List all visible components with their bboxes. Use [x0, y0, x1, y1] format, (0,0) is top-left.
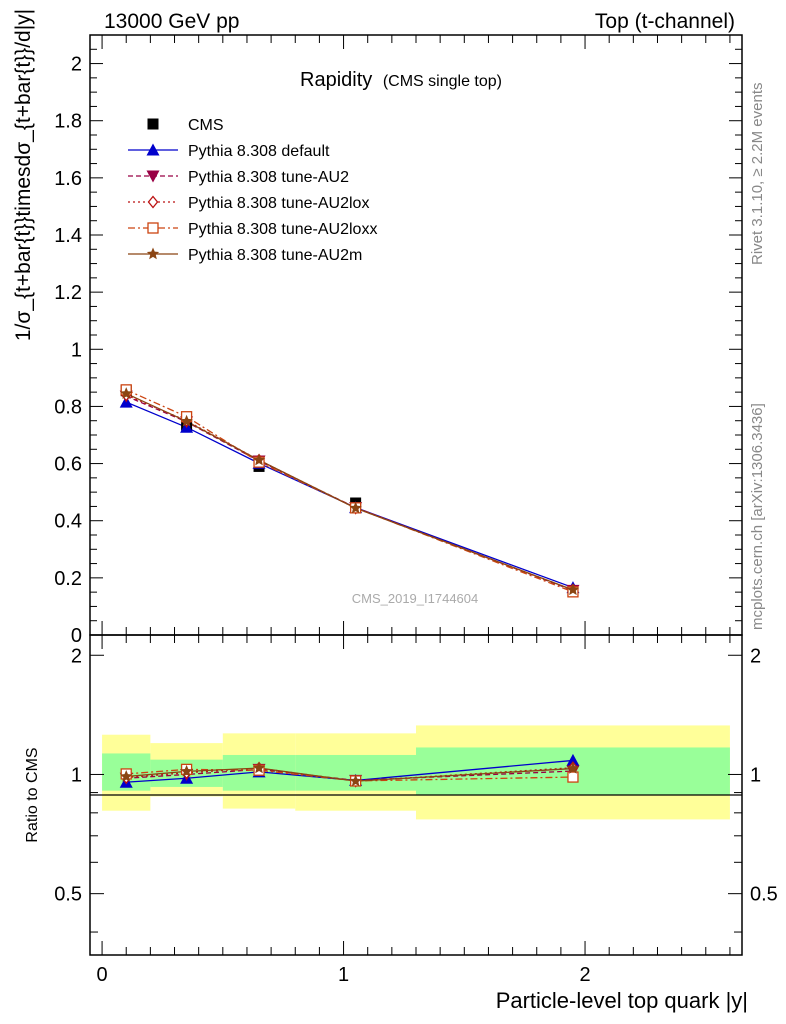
series-line [125, 392, 574, 591]
ratio-series-point [566, 753, 580, 766]
rivet-label: Rivet 3.1.10, ≥ 2.2M events [749, 83, 766, 266]
main-y-axis: 0 0.2 0.4 0.6 0.8 1 1.2 1.4 1.6 1.8 2 [54, 34, 742, 647]
series-line [125, 401, 574, 589]
y-tick-label: 1 [71, 339, 82, 361]
y-tick-label: 1.2 [54, 282, 82, 304]
main-marks [119, 384, 580, 598]
ratio-y-tick-label: 2 [71, 645, 82, 667]
ratio-series-line [126, 768, 573, 782]
legend: CMS Pythia 8.308 default Pythia 8.308 tune… [128, 117, 377, 264]
legend-label: Pythia 8.308 default [188, 143, 330, 160]
y-tick-label: 0 [71, 625, 82, 647]
legend-marker [146, 143, 160, 156]
main-panel: 0 0.2 0.4 0.6 0.8 1 1.2 1.4 1.6 1.8 2 [54, 34, 743, 647]
series-point [349, 501, 362, 514]
ratio-y-axis: 0.5 0.5 1 1 2 2 [54, 645, 778, 933]
main-x-ticks [101, 35, 731, 635]
series-point [120, 387, 133, 399]
x-tick-label: 2 [579, 964, 590, 986]
y-tick-label: 2 [71, 54, 82, 76]
series-point [180, 414, 193, 427]
ratio-y-label: Ratio to CMS [24, 747, 41, 842]
legend-label-cms: CMS [188, 117, 224, 134]
y-tick-label: 0.2 [54, 568, 82, 590]
legend-marker-cms [147, 118, 159, 130]
y-tick-label: 1.8 [54, 111, 82, 133]
legend-marker [147, 195, 159, 209]
legend-label: Pythia 8.308 tune-AU2lox [188, 195, 369, 212]
y-tick-label: 0.8 [54, 396, 82, 418]
x-tick-label: 1 [338, 964, 349, 986]
header-right: Top (t-channel) [595, 10, 735, 33]
y-tick-label: 1.4 [54, 225, 82, 247]
x-tick-label: 0 [97, 964, 108, 986]
y-tick-label: 1.6 [54, 168, 82, 190]
ratio-marks [119, 753, 580, 788]
series-point [566, 583, 580, 596]
chart-subtitle: (CMS single top) [383, 73, 502, 90]
ratio-series-line [126, 767, 574, 782]
ratio-series-point [252, 761, 266, 774]
ratio-series-point [567, 771, 579, 783]
ratio-y-tick-label: 1 [71, 764, 82, 786]
legend-marker [147, 222, 159, 234]
ratio-bands [102, 725, 730, 820]
legend-label: Pythia 8.308 tune-AU2m [188, 247, 362, 264]
mcplots-label: mcplots.cern.ch [arXiv:1306.3436] [749, 403, 766, 630]
ratio-y-tick-label-right: 1 [750, 764, 761, 786]
ratio-y-tick-label: 0.5 [54, 884, 82, 906]
watermark: CMS_2019_I1744604 [352, 591, 479, 606]
chart-title-main: Rapidity [300, 69, 372, 91]
chart-title: Rapidity (CMS single top) [300, 69, 502, 91]
y-tick-label: 0.4 [54, 511, 82, 533]
ratio-series-point [120, 770, 133, 782]
ratio-y-tick-label-right: 2 [750, 645, 761, 667]
ratio-series-line [126, 768, 573, 782]
y-tick-label: 0.6 [54, 454, 82, 476]
ratio-panel: 0.5 0.5 1 1 2 2 0 1 2 [54, 634, 778, 986]
ratio-x-axis: 0 1 2 [97, 635, 731, 986]
header-left: 13000 GeV pp [104, 10, 239, 33]
x-axis-label: Particle-level top quark |y| [496, 988, 748, 1013]
ratio-series-point [349, 774, 362, 787]
ratio-series-point [566, 762, 580, 774]
y-axis-label: 1/σ_{t+bar{t}}timesdσ_{t+bar{t}}/d|y| [12, 9, 35, 341]
series-point [252, 453, 266, 466]
legend-label: Pythia 8.308 tune-AU2 [188, 169, 349, 186]
ratio-y-tick-label-right: 0.5 [750, 884, 778, 906]
legend-label: Pythia 8.308 tune-AU2loxx [188, 221, 377, 238]
ratio-series-point [180, 764, 193, 777]
series-line [125, 389, 574, 593]
legend-marker [146, 247, 160, 260]
legend-marker [146, 170, 160, 183]
